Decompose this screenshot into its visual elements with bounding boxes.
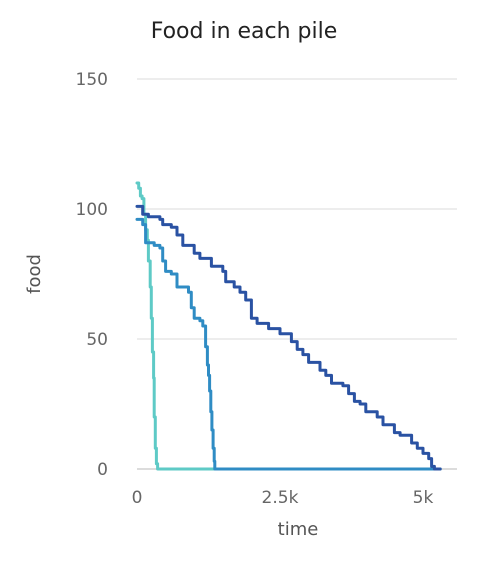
grid-lines: [137, 78, 457, 470]
x-tick-labels: 0 2.5k 5k: [132, 488, 434, 508]
x-tick-label: 5k: [413, 488, 434, 508]
x-axis-label: time: [278, 519, 319, 540]
x-tick-label: 0: [132, 488, 143, 508]
y-tick-label: 150: [76, 70, 108, 90]
series-line-2: [135, 217, 442, 471]
series-line-1: [135, 181, 442, 471]
series-lines: [135, 181, 442, 471]
series-line-3: [135, 204, 442, 471]
y-tick-labels: 0 50 100 150: [76, 70, 108, 480]
y-tick-label: 50: [86, 330, 108, 350]
x-tick-label: 2.5k: [262, 488, 299, 508]
chart-title: Food in each pile: [151, 19, 338, 44]
y-tick-label: 100: [76, 200, 108, 220]
y-axis-label: food: [24, 254, 45, 294]
y-tick-label: 0: [97, 460, 108, 480]
